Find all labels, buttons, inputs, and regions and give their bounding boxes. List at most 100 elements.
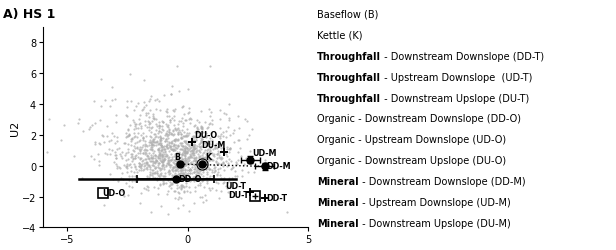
Point — [165, 165, 175, 169]
Point — [152, 176, 162, 180]
Point — [164, 184, 174, 188]
Point — [169, 139, 179, 143]
Point — [163, 126, 173, 130]
Point — [164, 131, 174, 135]
Point — [134, 165, 144, 169]
Point — [137, 145, 147, 149]
Point — [162, 132, 172, 136]
Point — [190, 130, 200, 134]
Point — [195, 170, 205, 173]
Point — [148, 114, 158, 118]
Point — [190, 185, 200, 189]
Point — [116, 189, 126, 193]
Point — [160, 151, 170, 155]
Point — [190, 175, 200, 179]
Point — [151, 122, 161, 126]
Point — [144, 176, 154, 180]
Point — [170, 148, 180, 152]
Point — [144, 163, 153, 167]
Point — [168, 170, 178, 174]
Point — [198, 175, 208, 179]
Point — [169, 142, 179, 146]
Point — [172, 183, 182, 187]
Point — [222, 164, 232, 168]
Point — [171, 160, 181, 164]
Point — [95, 142, 105, 146]
Point — [185, 122, 195, 126]
Point — [158, 164, 168, 168]
Point — [156, 139, 166, 143]
Point — [139, 149, 148, 153]
Point — [161, 163, 171, 167]
Point — [195, 155, 205, 159]
Point — [198, 131, 208, 135]
Point — [153, 163, 163, 167]
Point — [182, 87, 192, 91]
Point — [208, 174, 218, 178]
Point — [188, 134, 198, 138]
Point — [183, 112, 193, 116]
Point — [219, 168, 229, 172]
Point — [208, 170, 217, 174]
Point — [167, 155, 177, 159]
Point — [169, 143, 179, 147]
Point — [181, 179, 191, 183]
Point — [139, 79, 149, 83]
Point — [190, 165, 200, 169]
Point — [158, 160, 168, 164]
Point — [171, 162, 180, 166]
Point — [172, 161, 182, 165]
Point — [206, 145, 216, 149]
Point — [182, 132, 192, 136]
Point — [241, 157, 251, 161]
Point — [214, 142, 224, 146]
Point — [195, 156, 205, 160]
Point — [131, 142, 140, 146]
Point — [204, 168, 214, 172]
Point — [175, 141, 185, 145]
Point — [143, 186, 153, 190]
Point — [182, 168, 192, 172]
Point — [111, 148, 121, 152]
Point — [154, 124, 164, 128]
Point — [144, 163, 154, 167]
Point — [86, 154, 96, 158]
Point — [200, 156, 209, 160]
Point — [227, 177, 237, 181]
Point — [216, 162, 225, 166]
Point — [182, 135, 192, 139]
Text: Throughfall: Throughfall — [317, 52, 381, 62]
Point — [148, 151, 158, 155]
Point — [217, 156, 227, 160]
Point — [148, 138, 158, 142]
Point — [144, 151, 154, 155]
Point — [148, 159, 158, 163]
Point — [171, 146, 181, 150]
Point — [188, 159, 198, 163]
Point — [169, 173, 179, 177]
Point — [222, 154, 232, 158]
Point — [205, 150, 214, 154]
Point — [153, 173, 163, 177]
Point — [166, 132, 176, 136]
Point — [145, 98, 155, 102]
Point — [171, 168, 181, 172]
Point — [203, 181, 213, 185]
Point — [148, 162, 158, 166]
Point — [159, 157, 169, 161]
Point — [170, 153, 180, 157]
Point — [172, 64, 182, 68]
Point — [163, 160, 173, 164]
Point — [123, 127, 133, 131]
Point — [196, 125, 206, 129]
Point — [182, 140, 192, 144]
Point — [197, 157, 206, 161]
Point — [158, 120, 168, 124]
Point — [176, 135, 186, 139]
Point — [222, 186, 232, 190]
Point — [150, 99, 160, 103]
Point — [176, 172, 185, 176]
Point — [129, 170, 139, 174]
Point — [210, 169, 220, 173]
Point — [176, 136, 186, 140]
